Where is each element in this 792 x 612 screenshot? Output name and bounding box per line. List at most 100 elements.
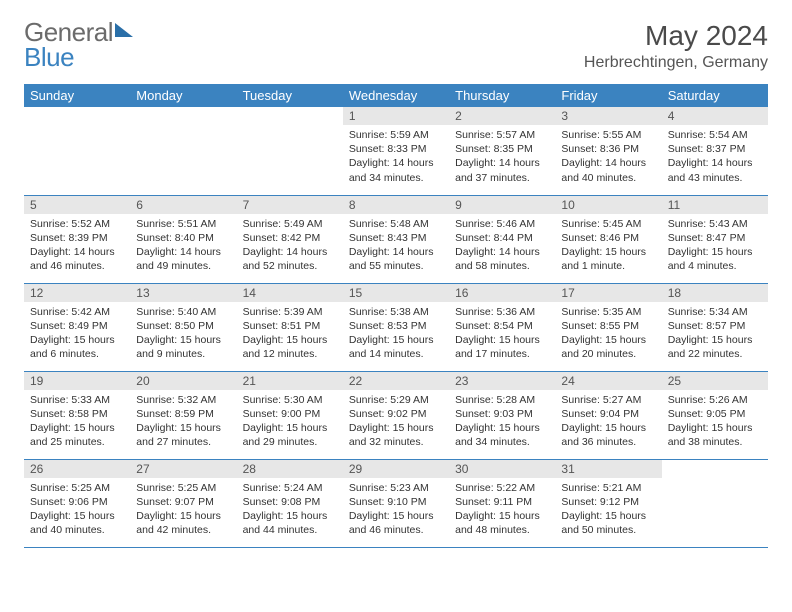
calendar-day-cell: 9Sunrise: 5:46 AMSunset: 8:44 PMDaylight… (449, 195, 555, 283)
sunset-line: Sunset: 8:57 PM (668, 320, 746, 332)
calendar-week-row: 12Sunrise: 5:42 AMSunset: 8:49 PMDayligh… (24, 283, 768, 371)
daylight-line: Daylight: 15 hours and 17 minutes. (455, 334, 540, 360)
daylight-line: Daylight: 14 hours and 58 minutes. (455, 246, 540, 272)
daylight-line: Daylight: 14 hours and 46 minutes. (30, 246, 115, 272)
calendar-day-cell: 12Sunrise: 5:42 AMSunset: 8:49 PMDayligh… (24, 283, 130, 371)
calendar-day-cell: 16Sunrise: 5:36 AMSunset: 8:54 PMDayligh… (449, 283, 555, 371)
calendar-day-cell: 28Sunrise: 5:24 AMSunset: 9:08 PMDayligh… (237, 459, 343, 547)
daylight-line: Daylight: 15 hours and 20 minutes. (561, 334, 646, 360)
daylight-line: Daylight: 14 hours and 37 minutes. (455, 157, 540, 183)
day-info: Sunrise: 5:42 AMSunset: 8:49 PMDaylight:… (24, 302, 130, 366)
calendar-table: SundayMondayTuesdayWednesdayThursdayFrid… (24, 84, 768, 548)
calendar-day-cell: 13Sunrise: 5:40 AMSunset: 8:50 PMDayligh… (130, 283, 236, 371)
sunrise-line: Sunrise: 5:25 AM (136, 482, 216, 494)
logo-word2: Blue (24, 42, 74, 72)
sunrise-line: Sunrise: 5:48 AM (349, 218, 429, 230)
sunrise-line: Sunrise: 5:43 AM (668, 218, 748, 230)
sunset-line: Sunset: 9:12 PM (561, 496, 639, 508)
daylight-line: Daylight: 15 hours and 14 minutes. (349, 334, 434, 360)
sunset-line: Sunset: 8:42 PM (243, 232, 321, 244)
sunrise-line: Sunrise: 5:38 AM (349, 306, 429, 318)
day-info: Sunrise: 5:55 AMSunset: 8:36 PMDaylight:… (555, 125, 661, 189)
daylight-line: Daylight: 14 hours and 43 minutes. (668, 157, 753, 183)
day-number: 24 (555, 372, 661, 390)
calendar-day-cell: 31Sunrise: 5:21 AMSunset: 9:12 PMDayligh… (555, 459, 661, 547)
daylight-line: Daylight: 15 hours and 50 minutes. (561, 510, 646, 536)
day-number: 1 (343, 107, 449, 125)
sunset-line: Sunset: 8:43 PM (349, 232, 427, 244)
day-info: Sunrise: 5:38 AMSunset: 8:53 PMDaylight:… (343, 302, 449, 366)
day-info: Sunrise: 5:57 AMSunset: 8:35 PMDaylight:… (449, 125, 555, 189)
day-number: 4 (662, 107, 768, 125)
daylight-line: Daylight: 14 hours and 52 minutes. (243, 246, 328, 272)
day-number: 8 (343, 196, 449, 214)
sunrise-line: Sunrise: 5:35 AM (561, 306, 641, 318)
sunrise-line: Sunrise: 5:23 AM (349, 482, 429, 494)
sunrise-line: Sunrise: 5:49 AM (243, 218, 323, 230)
sunrise-line: Sunrise: 5:59 AM (349, 129, 429, 141)
day-info: Sunrise: 5:28 AMSunset: 9:03 PMDaylight:… (449, 390, 555, 454)
sunset-line: Sunset: 9:02 PM (349, 408, 427, 420)
day-info: Sunrise: 5:27 AMSunset: 9:04 PMDaylight:… (555, 390, 661, 454)
day-number: 15 (343, 284, 449, 302)
day-number: 22 (343, 372, 449, 390)
day-number: 16 (449, 284, 555, 302)
day-info: Sunrise: 5:39 AMSunset: 8:51 PMDaylight:… (237, 302, 343, 366)
sunrise-line: Sunrise: 5:54 AM (668, 129, 748, 141)
calendar-week-row: 1Sunrise: 5:59 AMSunset: 8:33 PMDaylight… (24, 107, 768, 195)
day-number: 23 (449, 372, 555, 390)
sunrise-line: Sunrise: 5:33 AM (30, 394, 110, 406)
calendar-day-cell: 3Sunrise: 5:55 AMSunset: 8:36 PMDaylight… (555, 107, 661, 195)
logo-triangle-icon (115, 23, 133, 37)
calendar-header-row: SundayMondayTuesdayWednesdayThursdayFrid… (24, 84, 768, 107)
sunrise-line: Sunrise: 5:45 AM (561, 218, 641, 230)
sunrise-line: Sunrise: 5:29 AM (349, 394, 429, 406)
daylight-line: Daylight: 15 hours and 9 minutes. (136, 334, 221, 360)
day-number: 12 (24, 284, 130, 302)
sunset-line: Sunset: 8:40 PM (136, 232, 214, 244)
sunset-line: Sunset: 9:07 PM (136, 496, 214, 508)
sunrise-line: Sunrise: 5:34 AM (668, 306, 748, 318)
day-info: Sunrise: 5:59 AMSunset: 8:33 PMDaylight:… (343, 125, 449, 189)
weekday-header: Saturday (662, 84, 768, 107)
weekday-header: Thursday (449, 84, 555, 107)
daylight-line: Daylight: 14 hours and 40 minutes. (561, 157, 646, 183)
daylight-line: Daylight: 15 hours and 6 minutes. (30, 334, 115, 360)
daylight-line: Daylight: 15 hours and 25 minutes. (30, 422, 115, 448)
day-info: Sunrise: 5:25 AM Sunset: 9:07 PM Daylight:… (130, 478, 236, 542)
sunset-line: Sunset: 9:06 PM (30, 496, 108, 508)
calendar-day-cell: 5Sunrise: 5:52 AMSunset: 8:39 PMDaylight… (24, 195, 130, 283)
sunset-line: Sunset: 9:11 PM (455, 496, 532, 508)
sunrise-line: Sunrise: 5:55 AM (561, 129, 641, 141)
calendar-day-cell: 10Sunrise: 5:45 AMSunset: 8:46 PMDayligh… (555, 195, 661, 283)
day-number: 21 (237, 372, 343, 390)
daylight-line: Daylight: 15 hours and 42 minutes. (136, 510, 221, 536)
sunrise-line: Sunrise: 5:30 AM (243, 394, 323, 406)
calendar-empty-cell (130, 107, 236, 195)
calendar-empty-cell (24, 107, 130, 195)
daylight-line: Daylight: 15 hours and 1 minute. (561, 246, 646, 272)
sunset-line: Sunset: 8:50 PM (136, 320, 214, 332)
sunset-line: Sunset: 9:00 PM (243, 408, 321, 420)
day-info: Sunrise: 5:43 AMSunset: 8:47 PMDaylight:… (662, 214, 768, 278)
calendar-week-row: 19Sunrise: 5:33 AMSunset: 8:58 PMDayligh… (24, 371, 768, 459)
day-number: 11 (662, 196, 768, 214)
calendar-day-cell: 17Sunrise: 5:35 AMSunset: 8:55 PMDayligh… (555, 283, 661, 371)
weekday-header: Monday (130, 84, 236, 107)
day-number: 7 (237, 196, 343, 214)
daylight-line: Daylight: 15 hours and 4 minutes. (668, 246, 753, 272)
daylight-line: Daylight: 15 hours and 46 minutes. (349, 510, 434, 536)
sunrise-line: Sunrise: 5:52 AM (30, 218, 110, 230)
weekday-header: Sunday (24, 84, 130, 107)
day-info: Sunrise: 5:23 AMSunset: 9:10 PMDaylight:… (343, 478, 449, 542)
calendar-day-cell: 27Sunrise: 5:25 AMSunset: 9:07 PMDayligh… (130, 459, 236, 547)
day-number: 14 (237, 284, 343, 302)
daylight-line: Daylight: 15 hours and 34 minutes. (455, 422, 540, 448)
logo: GeneralBlue (24, 20, 133, 69)
day-info: Sunrise: 5:22 AMSunset: 9:11 PMDaylight:… (449, 478, 555, 542)
sunrise-line: Sunrise: 5:51 AM (136, 218, 216, 230)
sunset-line: Sunset: 8:46 PM (561, 232, 639, 244)
calendar-week-row: 5Sunrise: 5:52 AMSunset: 8:39 PMDaylight… (24, 195, 768, 283)
calendar-day-cell: 11Sunrise: 5:43 AMSunset: 8:47 PMDayligh… (662, 195, 768, 283)
daylight-line: Daylight: 15 hours and 29 minutes. (243, 422, 328, 448)
